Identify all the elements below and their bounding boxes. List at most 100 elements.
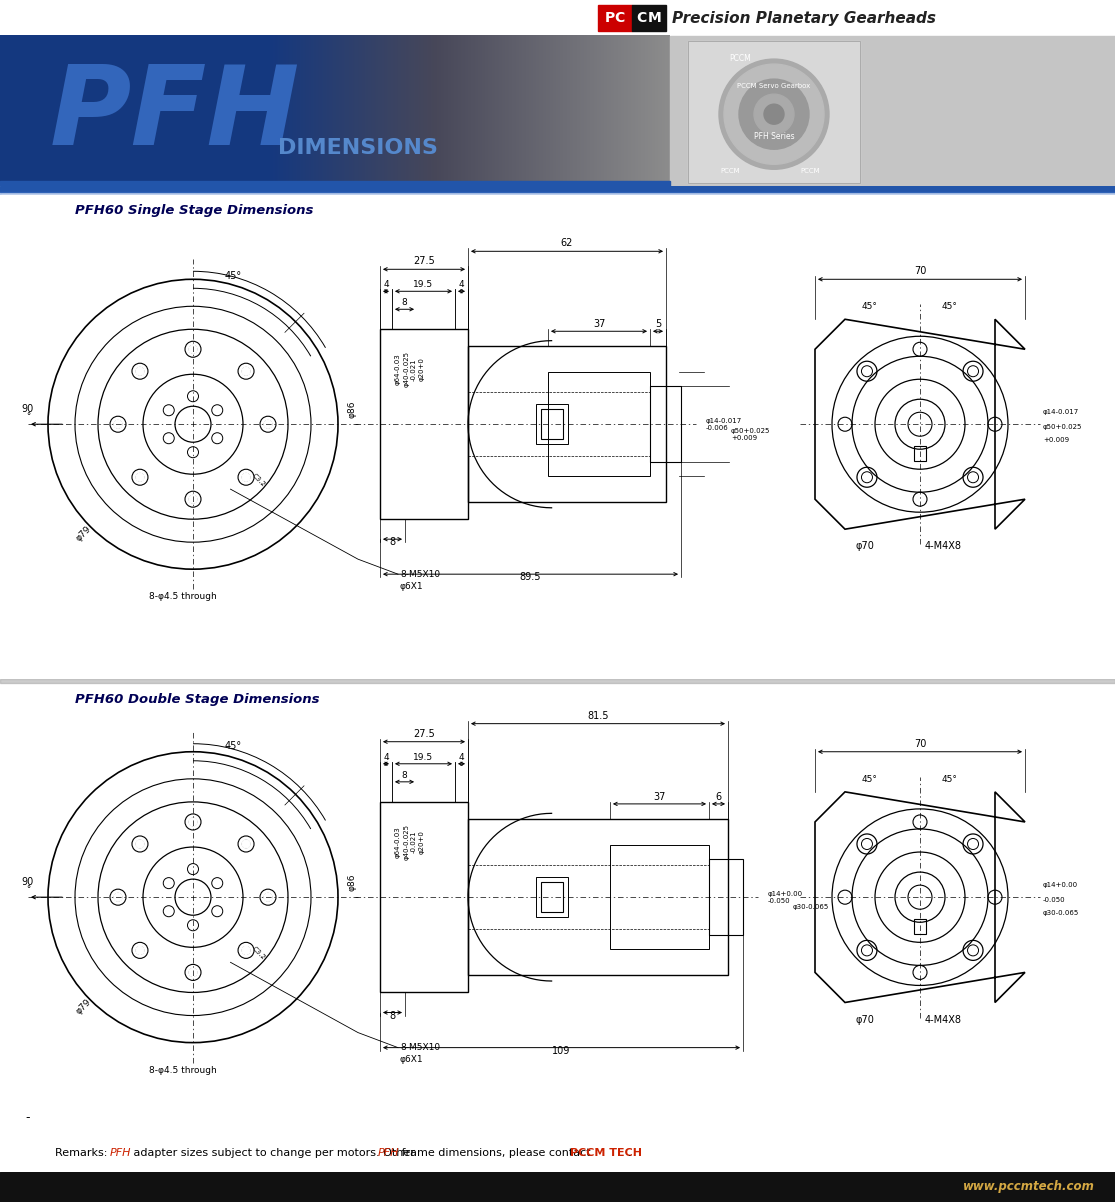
Text: 45°: 45°	[862, 775, 878, 784]
Text: PCCM Servo Gearbox: PCCM Servo Gearbox	[737, 83, 811, 89]
Circle shape	[264, 421, 272, 428]
Text: 8-M5X10: 8-M5X10	[400, 570, 440, 578]
Text: 45°: 45°	[224, 740, 242, 751]
Text: 90: 90	[22, 404, 35, 415]
Text: φ6X1: φ6X1	[400, 1055, 424, 1064]
Bar	[688, 41, 860, 184]
Text: 81.5: 81.5	[588, 710, 609, 721]
Circle shape	[242, 368, 250, 375]
Text: 8: 8	[389, 537, 396, 547]
Text: 8: 8	[401, 770, 407, 780]
Circle shape	[242, 946, 250, 954]
Bar	[0, 192, 1115, 195]
Text: 37: 37	[593, 320, 605, 329]
Text: φ79: φ79	[74, 524, 93, 543]
Bar	[468, 819, 728, 975]
Circle shape	[719, 59, 828, 169]
Text: °: °	[26, 885, 30, 894]
Bar	[0, 679, 1115, 683]
Bar	[0, 186, 1115, 192]
Circle shape	[190, 495, 197, 504]
Text: 62: 62	[561, 238, 573, 249]
Circle shape	[136, 474, 144, 481]
Bar	[380, 802, 468, 993]
Text: 8: 8	[401, 298, 407, 308]
Bar	[468, 346, 666, 502]
Bar	[914, 920, 925, 934]
Text: 89.5: 89.5	[520, 572, 541, 582]
Text: 27.5: 27.5	[414, 256, 435, 267]
Text: φ40-0.025
-0.021: φ40-0.025 -0.021	[404, 825, 417, 859]
Bar	[541, 882, 563, 912]
Text: 19.5: 19.5	[414, 280, 434, 290]
Text: φ14+0.00
-0.050: φ14+0.00 -0.050	[768, 891, 803, 904]
Text: 4: 4	[384, 280, 389, 290]
Text: φ79: φ79	[74, 998, 93, 1017]
Text: 8: 8	[389, 1011, 396, 1020]
Bar	[709, 859, 743, 935]
Circle shape	[754, 94, 794, 135]
Bar	[688, 41, 860, 184]
Text: 4: 4	[384, 752, 389, 762]
Text: 8-φ4.5 through: 8-φ4.5 through	[149, 1066, 217, 1075]
Text: C: C	[636, 11, 647, 25]
Bar	[0, 0, 1115, 36]
Circle shape	[136, 840, 144, 847]
Text: 8-φ4.5 through: 8-φ4.5 through	[149, 593, 217, 601]
Circle shape	[764, 105, 784, 124]
Text: φ14-0.017
-0.006: φ14-0.017 -0.006	[706, 418, 743, 430]
Bar	[598, 5, 632, 31]
Text: adapter sizes subject to change per motors. Other: adapter sizes subject to change per moto…	[130, 1148, 418, 1158]
Text: PCCM: PCCM	[729, 54, 750, 63]
Text: C: C	[614, 11, 624, 25]
Text: www.pccmtech.com: www.pccmtech.com	[963, 1180, 1095, 1194]
Bar	[541, 409, 563, 439]
Text: PCCM: PCCM	[720, 168, 740, 174]
Text: 19.5: 19.5	[414, 752, 434, 762]
Text: 45°: 45°	[942, 775, 958, 784]
Text: +0.009: +0.009	[1043, 438, 1069, 444]
Circle shape	[190, 969, 197, 976]
Text: 109: 109	[552, 1046, 571, 1055]
Text: 27.5: 27.5	[414, 728, 435, 739]
Text: PCCM: PCCM	[801, 168, 820, 174]
Bar	[535, 877, 568, 917]
Text: 37: 37	[653, 792, 666, 802]
Circle shape	[190, 817, 197, 826]
Text: φ50+0.025: φ50+0.025	[1043, 424, 1083, 430]
Text: 70: 70	[914, 739, 927, 749]
Text: .: .	[628, 1148, 631, 1158]
Text: φ20+0: φ20+0	[419, 357, 425, 381]
Text: 45°: 45°	[224, 272, 242, 281]
Text: -0.050: -0.050	[1043, 897, 1066, 903]
Text: frame dimensions, please contact: frame dimensions, please contact	[398, 1148, 594, 1158]
Text: φ40-0.025
-0.021: φ40-0.025 -0.021	[404, 351, 417, 387]
Bar	[632, 5, 666, 31]
Text: C3.2: C3.2	[251, 472, 266, 488]
Text: M: M	[648, 11, 661, 25]
Bar	[0, 182, 670, 186]
Text: Precision Planetary Gearheads: Precision Planetary Gearheads	[672, 11, 935, 25]
Text: φ86: φ86	[348, 400, 357, 418]
Text: PFH Series: PFH Series	[754, 132, 794, 141]
Bar	[535, 404, 568, 445]
Bar	[610, 845, 709, 950]
Circle shape	[114, 893, 122, 902]
Bar	[914, 446, 925, 462]
Text: φ20+0: φ20+0	[419, 831, 425, 853]
Text: PFH: PFH	[50, 60, 300, 168]
Circle shape	[264, 893, 272, 902]
Bar	[380, 329, 468, 519]
Circle shape	[724, 64, 824, 165]
Text: 5: 5	[655, 320, 661, 329]
Text: Remarks:: Remarks:	[55, 1148, 110, 1158]
Circle shape	[190, 345, 197, 353]
Text: DIMENSIONS: DIMENSIONS	[278, 138, 438, 159]
Text: 4: 4	[458, 752, 464, 762]
Text: 4-M4X8: 4-M4X8	[925, 541, 962, 552]
Text: φ64-0.03: φ64-0.03	[395, 353, 401, 385]
Text: PFH60 Double Stage Dimensions: PFH60 Double Stage Dimensions	[75, 692, 320, 706]
Text: -: -	[25, 1112, 29, 1124]
Text: 45°: 45°	[942, 302, 958, 311]
Text: °: °	[26, 412, 30, 421]
